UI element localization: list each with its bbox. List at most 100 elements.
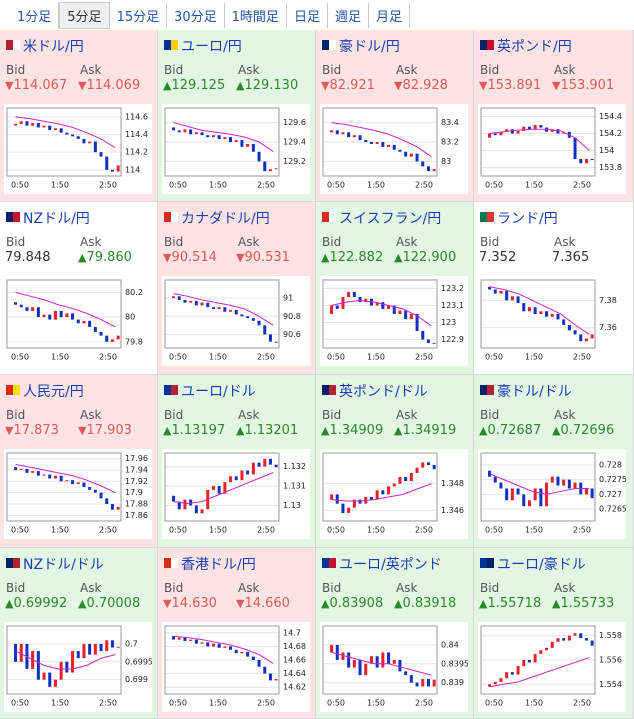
pair-link[interactable]: ユーロ/豪ドル <box>497 557 586 573</box>
candle <box>116 506 120 510</box>
candle <box>59 310 63 318</box>
ask-arrow: ▲ <box>78 251 87 264</box>
x-tick-label: 1:50 <box>525 526 543 535</box>
candle <box>268 458 272 465</box>
candle <box>105 498 109 504</box>
timeframe-tabs: 1分足 5分足 15分足 30分足 1時間足 日足 週足 月足 <box>0 0 634 30</box>
ask-quote: ▲122.900 <box>394 250 456 265</box>
x-tick-label: 2:50 <box>415 353 433 362</box>
candle <box>533 307 537 314</box>
candle <box>516 296 520 304</box>
flag-icon <box>322 40 336 50</box>
x-tick-label: 1:50 <box>367 181 385 190</box>
candle <box>19 468 23 470</box>
x-tick-label: 2:50 <box>99 181 117 190</box>
pair-link[interactable]: スイスフラン/円 <box>339 211 442 227</box>
candle <box>392 144 396 150</box>
pair-link[interactable]: 米ドル/円 <box>23 39 84 55</box>
ask-arrow: ▲ <box>78 597 87 610</box>
candle <box>76 482 80 485</box>
pair-link[interactable]: 英ポンド/ドル <box>339 384 428 400</box>
flag-part <box>487 558 494 568</box>
rate-panel: 豪ドル/円 Bid Ask ▼82.921 ▼82.928 83 83.2 83.4 0:50 1… <box>316 30 474 202</box>
bid-value: 90.514 <box>171 250 217 265</box>
timeframe-tab[interactable]: 30分足 <box>167 2 225 28</box>
candle <box>426 339 430 343</box>
bid-arrow: ▼ <box>5 79 14 92</box>
bid-label: Bid <box>6 408 26 422</box>
candle <box>562 319 566 325</box>
pair-link[interactable]: 豪ドル/円 <box>339 39 400 55</box>
pair-link[interactable]: 香港ドル/円 <box>181 557 256 573</box>
candle <box>36 471 40 476</box>
ask-arrow: ▼ <box>78 79 87 92</box>
y-tick-label: 1.132 <box>283 462 306 471</box>
rate-panel: カナダドル/円 Bid Ask ▼90.514 ▼90.531 90.6 90.8 91 0:5… <box>158 202 316 375</box>
pair-link[interactable]: ユーロ/英ポンド <box>339 557 442 573</box>
pair-link[interactable]: 英ポンド/円 <box>497 39 572 55</box>
candle <box>200 132 204 136</box>
candle <box>200 642 204 644</box>
candle <box>493 476 497 483</box>
candle <box>415 467 419 473</box>
timeframe-tab[interactable]: 月足 <box>369 2 410 28</box>
flag-part <box>13 40 20 50</box>
candle <box>499 290 503 294</box>
ask-value: 79.860 <box>86 250 132 265</box>
ask-quote: ▼153.901 <box>552 78 614 93</box>
candle <box>567 324 571 331</box>
timeframe-tab[interactable]: 日足 <box>287 2 328 28</box>
bid-label: Bid <box>164 408 184 422</box>
flag-icon <box>322 385 336 395</box>
ask-arrow: ▲ <box>236 79 245 92</box>
candle <box>375 656 379 668</box>
rate-panel: ユーロ/英ポンド Bid Ask ▲0.83908 ▲0.83918 0.839 0.839… <box>316 548 474 719</box>
x-tick-label: 2:50 <box>573 181 591 190</box>
pair-link[interactable]: 人民元/円 <box>23 384 84 400</box>
candle <box>579 159 583 164</box>
ask-label: Ask <box>554 581 576 595</box>
bid-quote: ▲1.55718 <box>479 596 541 611</box>
ask-label: Ask <box>238 63 260 77</box>
timeframe-tab[interactable]: 1時間足 <box>225 2 287 28</box>
candle <box>432 465 436 470</box>
mini-chart: 0.839 0.8395 0.84 0:50 1:50 2:50 <box>320 622 468 712</box>
candle <box>211 486 215 490</box>
candle <box>99 492 103 499</box>
timeframe-tab[interactable]: 1分足 <box>10 2 60 28</box>
candle <box>426 462 430 465</box>
y-tick-label: 129.6 <box>283 118 306 127</box>
candle <box>421 331 425 340</box>
candle <box>223 482 227 494</box>
candle <box>31 123 35 126</box>
y-tick-label: 80 <box>125 313 135 322</box>
pair-link[interactable]: ユーロ/ドル <box>181 384 256 400</box>
flag-part <box>329 385 336 395</box>
plot-frame <box>322 279 438 349</box>
candle <box>375 142 379 144</box>
pair-link[interactable]: 豪ドル/ドル <box>497 384 572 400</box>
candle <box>527 307 531 312</box>
pair-link[interactable]: ユーロ/円 <box>181 39 242 55</box>
candle <box>522 660 526 667</box>
flag-part <box>322 40 329 50</box>
y-tick-label: 114.2 <box>125 148 148 157</box>
pair-link[interactable]: NZドル/ドル <box>23 557 104 573</box>
x-tick-label: 0:50 <box>485 181 503 190</box>
x-tick-label: 0:50 <box>11 699 29 708</box>
pair-link[interactable]: ランド/円 <box>497 211 558 227</box>
y-tick-label: 80.2 <box>125 288 143 297</box>
timeframe-tab[interactable]: 15分足 <box>110 2 168 28</box>
candle <box>584 638 588 641</box>
x-tick-label: 0:50 <box>11 526 29 535</box>
candle <box>257 462 261 467</box>
moving-average <box>173 293 274 326</box>
candle <box>415 153 419 162</box>
pair-link[interactable]: カナダドル/円 <box>181 211 270 227</box>
x-tick-label: 1:50 <box>367 699 385 708</box>
timeframe-tab[interactable]: 週足 <box>328 2 369 28</box>
candle <box>71 651 75 673</box>
pair-link[interactable]: NZドル/円 <box>23 211 90 227</box>
ask-quote: ▲0.72696 <box>552 423 614 438</box>
timeframe-tab[interactable]: 5分足 <box>59 1 110 29</box>
